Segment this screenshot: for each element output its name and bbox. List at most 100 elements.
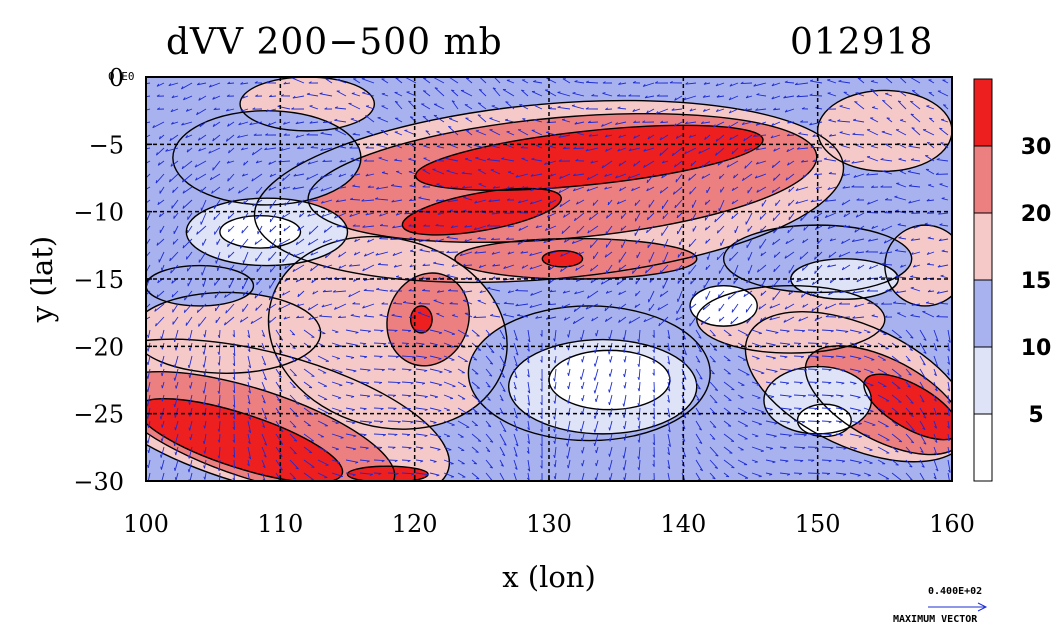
wind-vector — [429, 329, 443, 334]
wind-vector-head — [586, 188, 590, 192]
wind-vector — [269, 95, 277, 98]
wind-vector-head — [146, 348, 149, 352]
wind-vector-head — [200, 189, 202, 193]
x-axis-label: x (lon) — [502, 560, 596, 594]
wind-vector-head — [521, 89, 525, 92]
wind-vector-head — [785, 177, 788, 181]
wind-vector — [227, 212, 235, 220]
wind-vector — [554, 446, 557, 458]
wind-vector-head — [796, 147, 800, 150]
wind-vector — [218, 329, 221, 338]
wind-vector — [473, 144, 487, 149]
wind-vector — [852, 290, 865, 294]
wind-vector-head — [291, 107, 295, 110]
wind-vector — [662, 212, 669, 220]
wind-vector — [595, 329, 599, 337]
wind-vector-head — [381, 171, 386, 174]
wind-vector-head — [203, 372, 206, 376]
wind-vector — [779, 368, 792, 371]
wind-vector-head — [549, 173, 553, 177]
wind-vector-head — [741, 177, 745, 181]
wind-vector — [489, 129, 501, 136]
wind-vector-head — [365, 173, 369, 177]
wind-vector-head — [923, 377, 927, 380]
wind-vector-head — [450, 225, 454, 228]
wind-vector-head — [595, 333, 597, 337]
wind-vector-head — [363, 408, 367, 411]
wind-vector — [436, 131, 445, 136]
wind-vector-head — [784, 255, 787, 259]
wind-vector-head — [394, 330, 398, 333]
wind-vector — [937, 90, 949, 97]
wind-vector — [676, 212, 683, 219]
wind-vector-head — [292, 360, 296, 363]
wind-vector — [331, 368, 343, 373]
wind-vector-head — [637, 339, 640, 343]
wind-vector — [535, 225, 543, 229]
wind-vector — [429, 472, 440, 476]
wind-vector — [591, 316, 599, 322]
wind-vector — [787, 160, 795, 166]
contour-region-10 — [172, 110, 361, 205]
wind-vector-head — [540, 359, 543, 363]
wind-vector-head — [169, 137, 172, 141]
wind-vector-head — [297, 202, 300, 206]
wind-vector-head — [698, 428, 702, 431]
wind-vector-head — [423, 90, 427, 92]
wind-vector-head — [617, 106, 621, 109]
wind-vector-head — [545, 316, 549, 320]
contour-line — [219, 215, 302, 249]
wind-vector — [376, 186, 389, 190]
wind-vector-head — [769, 473, 773, 476]
wind-vector-head — [608, 402, 610, 406]
wind-vector — [558, 134, 571, 138]
wind-vector — [609, 420, 613, 431]
wind-vector-head — [637, 467, 640, 471]
wind-vector — [891, 368, 902, 377]
wind-vector — [533, 81, 543, 84]
wind-vector — [317, 472, 328, 478]
wind-vector — [186, 147, 193, 153]
wind-vector-head — [297, 293, 300, 297]
wind-vector-head — [632, 270, 634, 274]
wind-vector-head — [837, 119, 841, 122]
wind-vector-head — [604, 173, 607, 177]
wind-vector — [363, 289, 375, 292]
wind-vector — [279, 238, 291, 246]
wind-vector — [485, 368, 493, 377]
wind-vector — [574, 81, 585, 84]
wind-vector-head — [553, 476, 556, 480]
wind-vector-head — [771, 96, 775, 100]
wind-vector — [908, 185, 921, 188]
wind-vector-head — [855, 250, 859, 254]
wind-vector — [415, 342, 425, 345]
wind-vector — [754, 173, 767, 179]
wind-vector-head — [424, 435, 428, 438]
wind-vector — [224, 316, 235, 326]
wind-vector — [198, 251, 207, 263]
wind-vector-head — [786, 421, 791, 424]
wind-vector-head — [628, 148, 632, 151]
wind-vector-head — [637, 417, 640, 421]
wind-vector-head — [803, 227, 806, 231]
wind-vector — [377, 264, 389, 266]
corner-label: 0 E0 — [108, 70, 135, 83]
wind-vector-head — [182, 245, 185, 249]
wind-vector — [718, 303, 725, 312]
wind-vector-head — [646, 110, 649, 114]
wind-vector — [261, 342, 265, 350]
wind-vector — [527, 381, 531, 394]
wind-vector — [237, 134, 249, 139]
wind-vector-head — [159, 363, 162, 367]
wind-vector — [212, 121, 221, 127]
wind-vector — [410, 250, 417, 253]
wind-vector — [756, 94, 767, 97]
wind-vector — [359, 407, 367, 410]
wind-vector — [933, 420, 938, 429]
wind-vector — [545, 225, 557, 231]
wind-vector — [381, 78, 389, 84]
wind-vector-head — [409, 249, 414, 252]
wind-vector — [485, 446, 491, 452]
wind-vector — [147, 381, 151, 393]
wind-vector-head — [897, 387, 901, 389]
